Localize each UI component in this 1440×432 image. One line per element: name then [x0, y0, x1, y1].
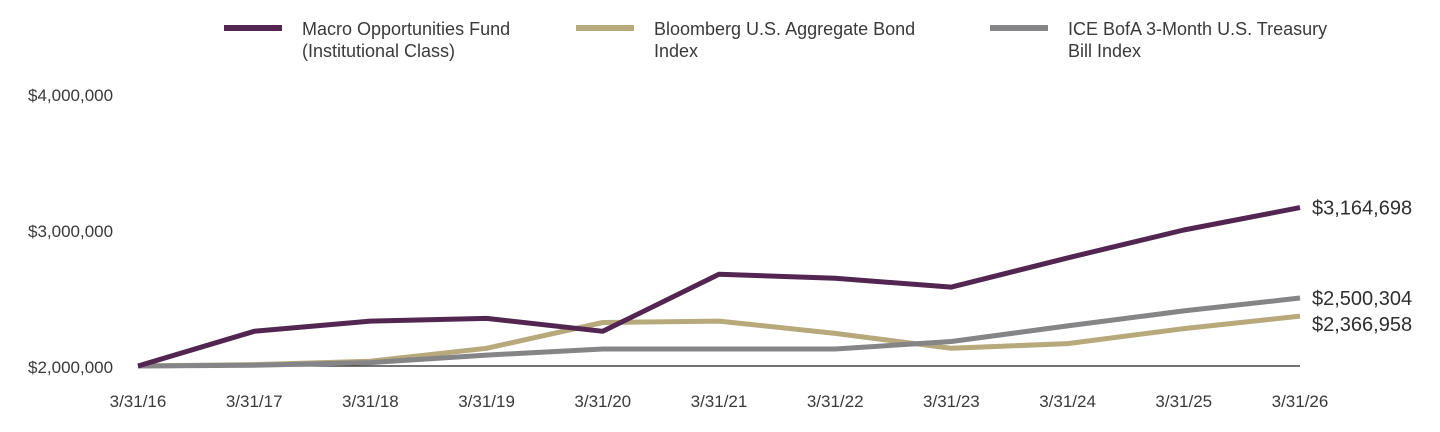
x-axis-tick-labels: 3/31/16 3/31/17 3/31/18 3/31/19 3/31/20 3/31/… — [110, 392, 1329, 411]
series-end-value-label: $2,366,958 — [1312, 314, 1412, 336]
x-tick-label: 3/31/26 — [1272, 392, 1329, 411]
x-tick-label: 3/31/17 — [226, 392, 283, 411]
x-tick-label: 3/31/19 — [458, 392, 515, 411]
series-end-value-label: $2,500,304 — [1312, 288, 1412, 310]
legend-entry: Bloomberg U.S. Aggregate Bond Index — [576, 19, 915, 61]
y-axis-tick-labels: $2,000,000 $3,000,000 $4,000,000 — [28, 86, 113, 377]
x-tick-label: 3/31/20 — [574, 392, 631, 411]
end-value-labels: $3,164,698 $2,500,304 $2,366,958 — [1312, 198, 1412, 336]
y-tick-label: $4,000,000 — [28, 86, 113, 105]
x-tick-label: 3/31/24 — [1039, 392, 1096, 411]
legend-entry: Macro Opportunities Fund (Institutional C… — [224, 19, 510, 61]
y-tick-label: $3,000,000 — [28, 222, 113, 241]
series-line — [137, 313, 1301, 369]
legend-label: Bloomberg U.S. Aggregate Bond Index — [654, 19, 915, 61]
x-tick-label: 3/31/16 — [110, 392, 167, 411]
legend-label: ICE BofA 3-Month U.S. Treasury Bill Index — [1068, 19, 1327, 61]
series-line — [137, 295, 1301, 369]
series-line — [137, 205, 1301, 369]
x-tick-label: 3/31/21 — [691, 392, 748, 411]
y-tick-label: $2,000,000 — [28, 358, 113, 377]
x-tick-label: 3/31/23 — [923, 392, 980, 411]
x-tick-label: 3/31/25 — [1155, 392, 1212, 411]
x-tick-label: 3/31/22 — [807, 392, 864, 411]
legend: Macro Opportunities Fund (Institutional C… — [224, 19, 1327, 61]
x-tick-label: 3/31/18 — [342, 392, 399, 411]
series-lines — [137, 205, 1301, 369]
legend-label: Macro Opportunities Fund (Institutional C… — [302, 19, 510, 61]
legend-entry: ICE BofA 3-Month U.S. Treasury Bill Index — [990, 19, 1327, 61]
series-end-value-label: $3,164,698 — [1312, 198, 1412, 220]
